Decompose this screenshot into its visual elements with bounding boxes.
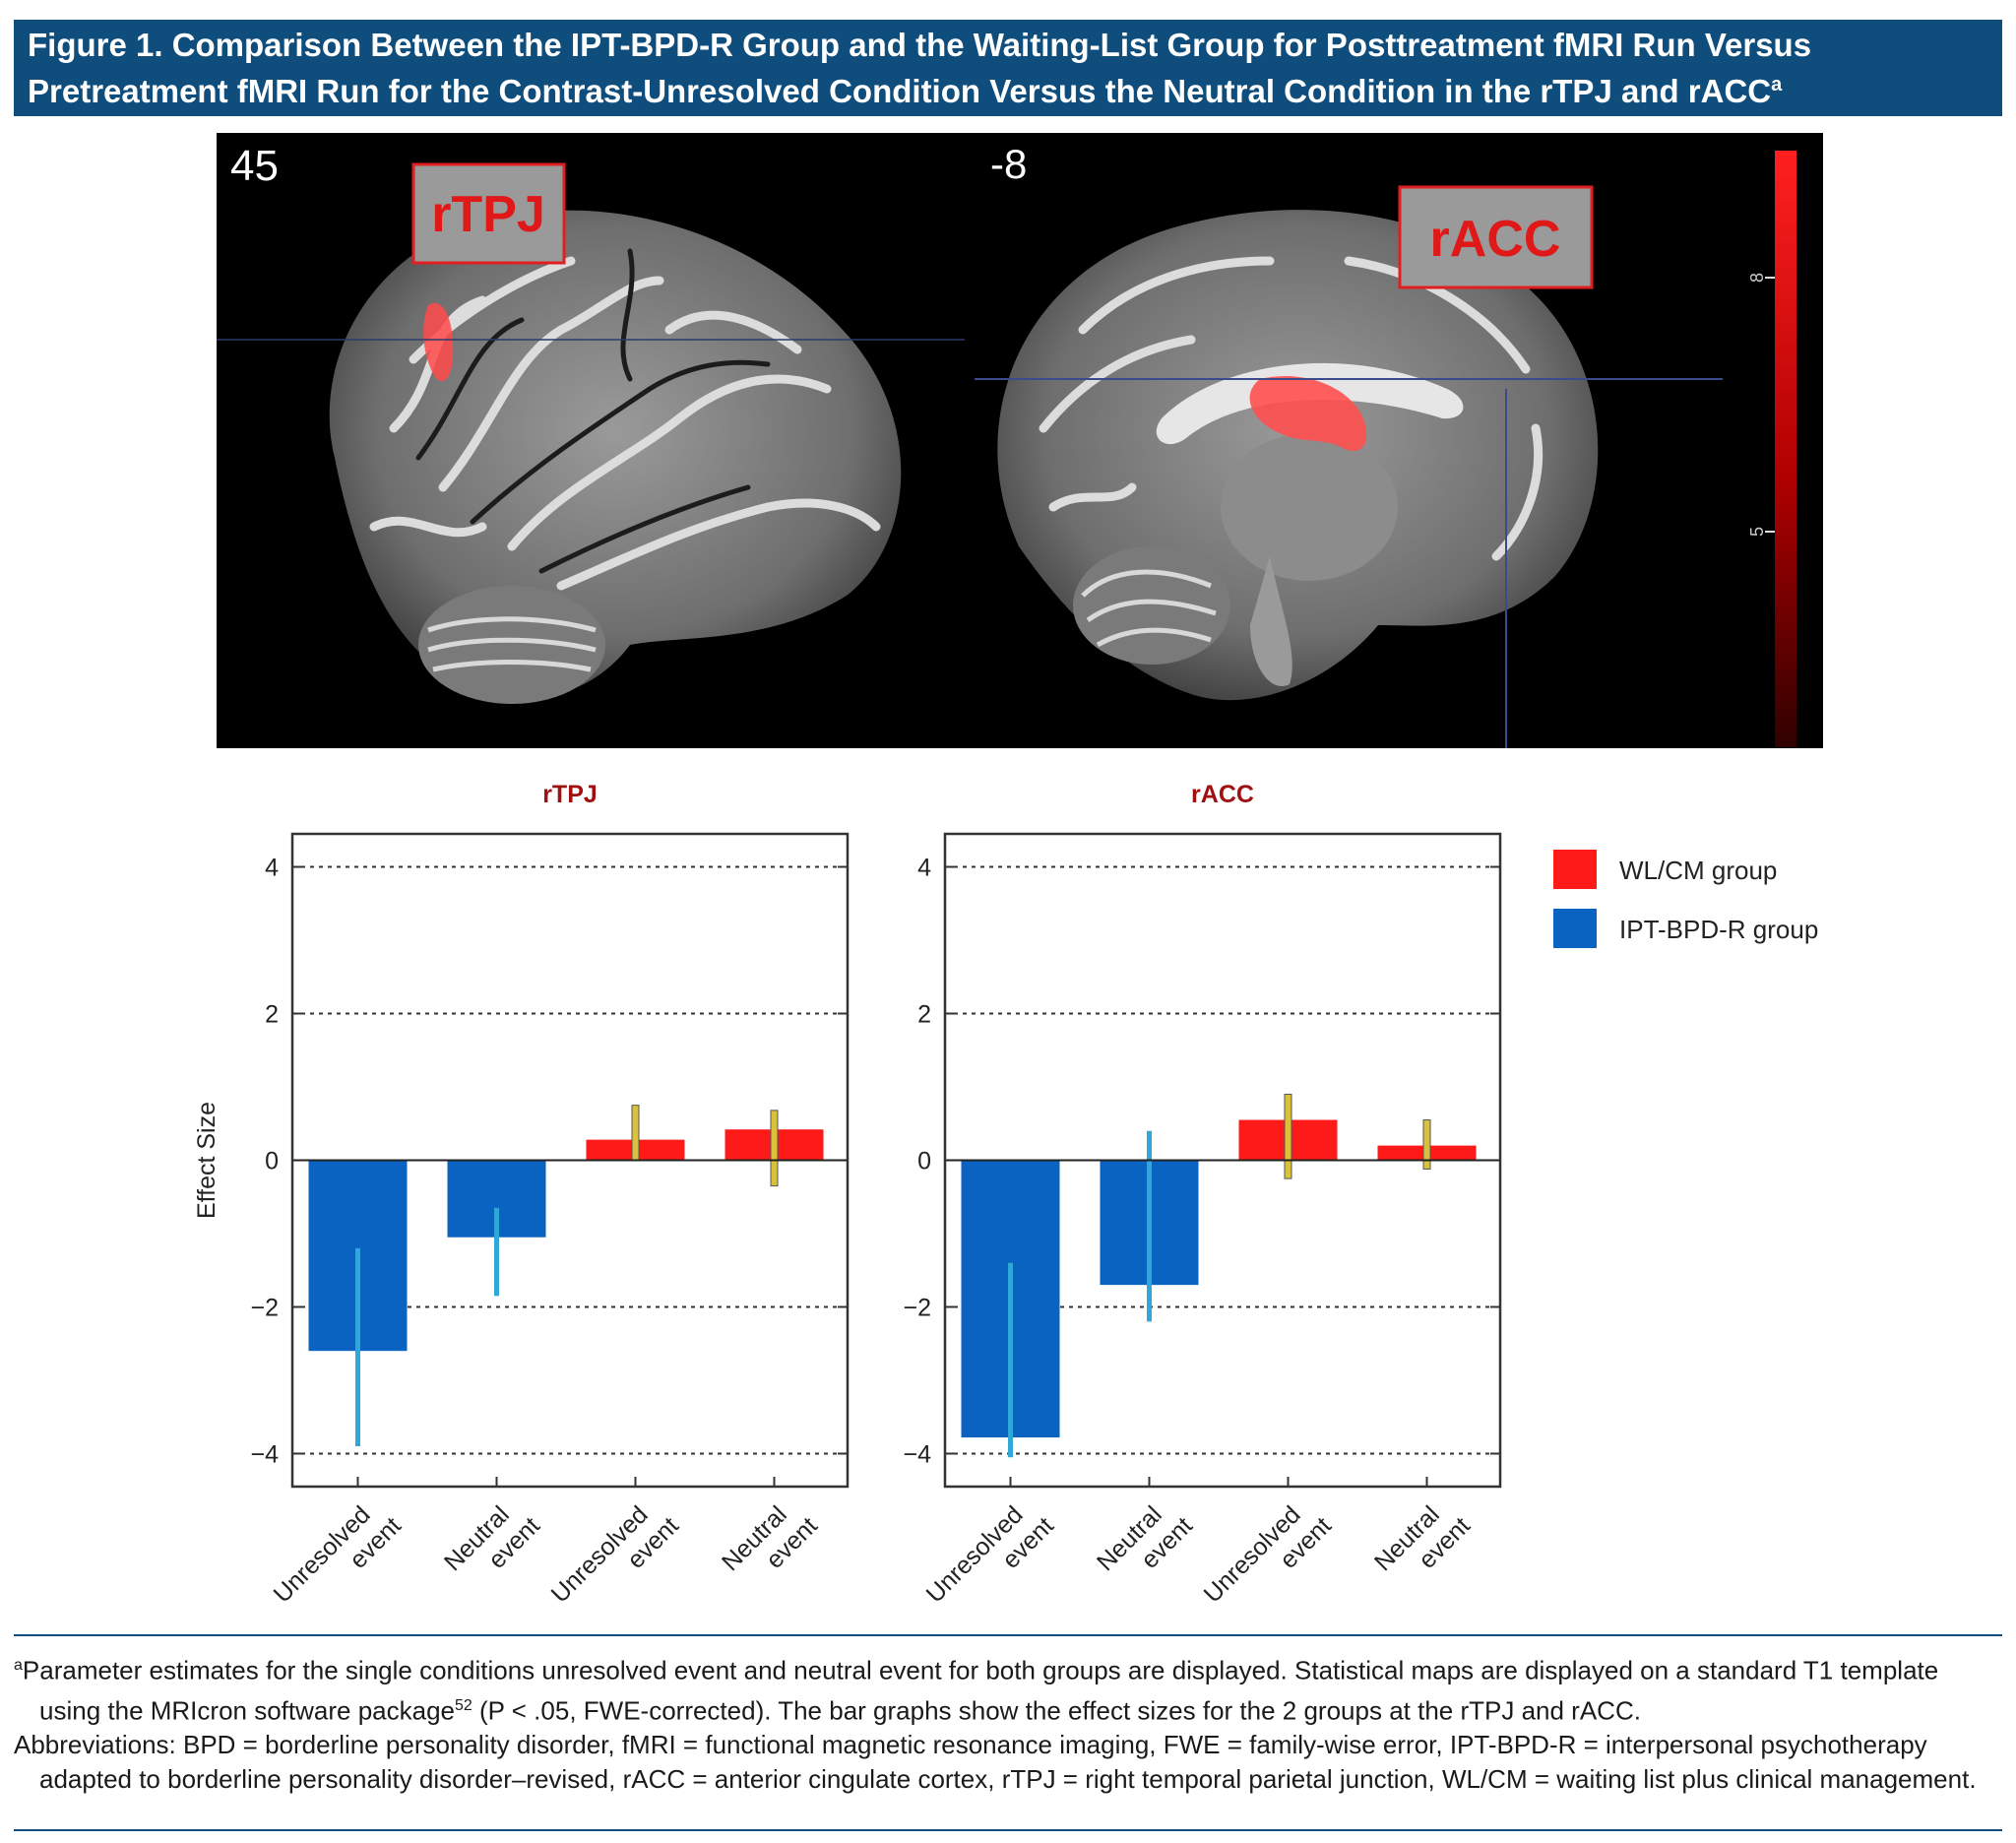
chart-racc-xtick-label: Unresolvedevent (921, 1492, 1059, 1615)
chart-racc-frame (943, 832, 1502, 1489)
figure-footnote: aParameter estimates for the single cond… (14, 1634, 2002, 1831)
left-slice-number: 45 (230, 142, 279, 190)
chart-racc-ytick-label: 4 (917, 855, 931, 882)
chart-rtpj-ylabel: Effect Size (193, 1102, 220, 1219)
chart-racc-error-bar (1284, 1093, 1292, 1179)
chart-racc-xtick-label: Neutralevent (1092, 1492, 1198, 1598)
chart-racc-title: rACC (1191, 781, 1254, 808)
legend-swatch (1553, 909, 1597, 948)
colorbar-tick-bottom: 5 (1747, 527, 1767, 537)
chart-rtpj-error-bar (631, 1105, 640, 1161)
chart-rtpj-ytick-label: −4 (250, 1440, 279, 1468)
figure-title-line-1: Figure 1. Comparison Between the IPT-BPD… (28, 27, 1812, 63)
legend-label: IPT-BPD-R group (1619, 915, 1818, 944)
chart-rtpj-title: rTPJ (542, 781, 598, 808)
chart-rtpj-xtick-label: Neutralevent (717, 1492, 823, 1598)
brain-mri-panel: 45 -8 rTPJ rACC 8 5 (217, 133, 1823, 748)
right-brain-slice (975, 210, 1723, 748)
legend-label: WL/CM group (1619, 856, 1777, 885)
colorbar-tick-top: 8 (1747, 273, 1767, 283)
right-region-label-box (1398, 185, 1594, 289)
left-region-label-box (411, 162, 566, 265)
figure-title-footnote-mark: a (1771, 74, 1783, 95)
right-slice-number: -8 (990, 141, 1027, 187)
chart-rtpj-error-bar (770, 1110, 779, 1187)
chart-rtpj-ytick-label: 0 (265, 1148, 279, 1176)
footnote-mark-a: a (14, 1657, 23, 1674)
right-region-label: rACC (1430, 211, 1561, 268)
left-brain-slice (329, 210, 902, 704)
chart-racc-ytick-label: −2 (903, 1294, 931, 1321)
chart-racc-xtick-label: Unresolvedevent (1199, 1492, 1337, 1615)
footnote-reference: 52 (455, 1696, 472, 1714)
chart-rtpj-xtick-label: Unresolvedevent (269, 1492, 407, 1615)
chart-rtpj-frame (290, 832, 850, 1489)
footnote-text-2: (P < .05, FWE-corrected). The bar graphs… (472, 1695, 1641, 1726)
chart-racc-ytick-label: −4 (903, 1440, 931, 1468)
figure-title-line-2-text: Pretreatment fMRI Run for the Contrast-U… (28, 73, 1772, 109)
footnote-text-1: Parameter estimates for the single condi… (22, 1655, 1939, 1726)
chart-rtpj-ytick-label: 4 (265, 855, 279, 882)
figure-title-bar: Figure 1. Comparison Between the IPT-BPD… (14, 20, 2002, 116)
legend-swatch (1553, 850, 1597, 889)
chart-rtpj-xtick-label: Unresolvedevent (546, 1492, 684, 1615)
chart-rtpj-ytick-label: 2 (265, 1001, 279, 1029)
colorbar (1775, 151, 1796, 747)
chart-racc-ytick-label: 0 (917, 1148, 931, 1176)
left-region-label: rTPJ (431, 186, 545, 243)
footnote-note-a: aParameter estimates for the single cond… (14, 1648, 2002, 1728)
chart-rtpj-xtick-label: Neutralevent (439, 1492, 545, 1598)
figure-title-line-2: Pretreatment fMRI Run for the Contrast-U… (28, 65, 1988, 111)
chart-racc-xtick-label: Neutralevent (1369, 1492, 1476, 1598)
chart-rtpj-ytick-label: −2 (250, 1294, 279, 1321)
footnote-abbreviations: Abbreviations: BPD = borderline personal… (14, 1730, 1977, 1795)
chart-racc-error-bar (1422, 1119, 1431, 1170)
chart-racc-ytick-label: 2 (917, 1001, 931, 1029)
